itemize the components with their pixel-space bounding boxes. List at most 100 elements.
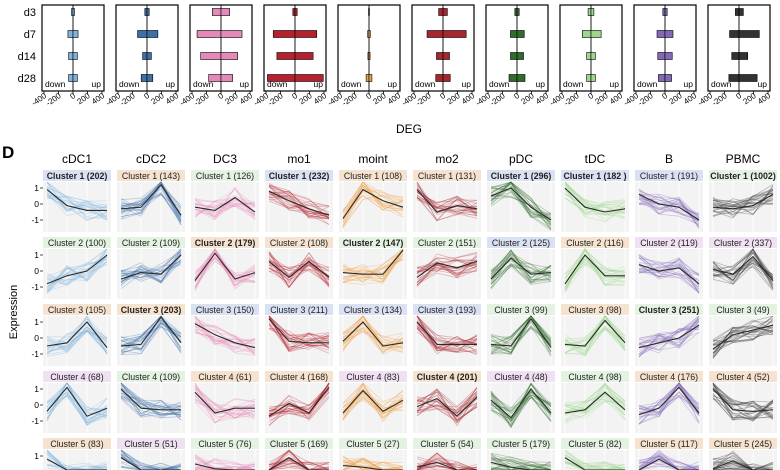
gene-trace xyxy=(564,249,626,279)
gene-trace xyxy=(268,389,330,414)
gene-trace xyxy=(342,186,404,225)
down-label: down xyxy=(563,79,584,89)
gene-trace xyxy=(342,196,404,211)
plot-background xyxy=(561,316,629,366)
gene-trace xyxy=(46,453,108,470)
gene-trace xyxy=(120,253,182,283)
up-label: up xyxy=(166,79,176,89)
gene-trace xyxy=(490,320,552,353)
mean-profile-line xyxy=(342,321,404,347)
gene-trace xyxy=(564,255,626,291)
gene-trace xyxy=(268,259,330,285)
column-header-cdc1: cDC1 xyxy=(62,152,92,166)
plot-background xyxy=(43,383,111,433)
down-label: down xyxy=(193,79,214,89)
mean-profile-line xyxy=(416,461,477,470)
gene-trace xyxy=(564,399,626,421)
gene-trace xyxy=(46,187,108,219)
y-tick-label: 0 xyxy=(34,266,39,276)
cluster-label-bg xyxy=(339,371,407,382)
bar-up xyxy=(368,52,371,60)
cluster-label-bg xyxy=(117,170,185,181)
gene-trace xyxy=(194,249,256,286)
plot-background xyxy=(561,450,629,470)
gene-trace xyxy=(638,317,700,341)
gene-trace xyxy=(564,263,626,284)
gene-trace xyxy=(120,248,182,290)
gene-trace xyxy=(268,324,330,342)
mean-profile-line xyxy=(342,389,404,414)
gene-trace xyxy=(120,449,181,470)
plot-background xyxy=(117,182,185,232)
gene-trace xyxy=(46,194,108,210)
plot-background xyxy=(339,316,407,366)
gene-trace xyxy=(416,456,478,470)
gene-trace xyxy=(268,190,330,216)
gene-trace xyxy=(564,181,626,218)
gene-trace xyxy=(712,258,774,285)
gene-trace xyxy=(638,382,700,425)
gene-trace xyxy=(342,382,404,418)
gene-trace xyxy=(490,187,552,231)
gene-trace xyxy=(120,183,182,222)
mean-profile-line xyxy=(712,255,774,281)
gene-trace xyxy=(564,400,626,416)
bar-down xyxy=(658,74,666,82)
gene-trace xyxy=(564,382,626,417)
gene-trace xyxy=(268,449,329,470)
gene-trace xyxy=(120,183,182,219)
mean-profile-line xyxy=(120,183,182,216)
gene-trace xyxy=(268,383,330,427)
gene-trace xyxy=(46,251,108,294)
bar-down xyxy=(272,30,296,38)
gene-trace xyxy=(120,392,182,408)
gene-trace xyxy=(46,326,108,353)
gene-trace xyxy=(120,184,182,206)
cluster-panel: Cluster 4 (52) xyxy=(709,371,777,433)
gene-trace xyxy=(342,315,404,354)
x-tick-label: 400 xyxy=(682,91,699,106)
gene-trace xyxy=(712,248,774,281)
mean-profile-line xyxy=(194,252,256,281)
bar-down xyxy=(662,8,666,16)
plot-background xyxy=(265,249,333,299)
gene-trace xyxy=(46,186,108,213)
y-tick-label: 0 xyxy=(34,199,39,209)
gene-trace xyxy=(416,393,478,417)
gene-trace xyxy=(712,390,774,408)
gene-trace xyxy=(416,260,478,279)
gene-trace xyxy=(268,392,330,421)
gene-trace xyxy=(46,248,108,289)
cluster-panel: Cluster 4 (48) xyxy=(487,371,555,433)
bar-down xyxy=(137,30,148,38)
plot-background xyxy=(487,249,555,299)
up-label: up xyxy=(240,79,250,89)
gene-trace xyxy=(268,463,330,470)
gene-trace xyxy=(564,328,626,356)
gene-trace xyxy=(638,266,700,276)
cluster-panel: Cluster 5 (51) xyxy=(117,438,185,470)
gene-trace xyxy=(712,452,774,470)
gene-trace xyxy=(120,451,182,470)
gene-trace xyxy=(120,397,182,417)
gene-trace xyxy=(268,264,330,285)
gene-trace xyxy=(416,390,478,421)
gene-trace xyxy=(416,321,478,345)
cluster-panel: Cluster 2 (151) xyxy=(413,237,481,299)
gene-trace xyxy=(712,266,774,282)
gene-trace xyxy=(268,456,330,470)
gene-trace xyxy=(638,318,700,345)
cluster-panel: Cluster 5 (117) xyxy=(635,438,703,470)
gene-trace xyxy=(416,455,478,470)
cluster-label: Cluster 1 (182 ) xyxy=(563,171,626,181)
cluster-panel: Cluster 5 (27) xyxy=(339,438,407,470)
gene-trace xyxy=(416,388,478,415)
gene-trace xyxy=(416,263,478,277)
gene-trace xyxy=(490,453,552,470)
gene-trace xyxy=(120,319,182,339)
gene-trace xyxy=(638,194,700,218)
gene-trace xyxy=(120,193,182,223)
gene-trace xyxy=(416,460,478,470)
